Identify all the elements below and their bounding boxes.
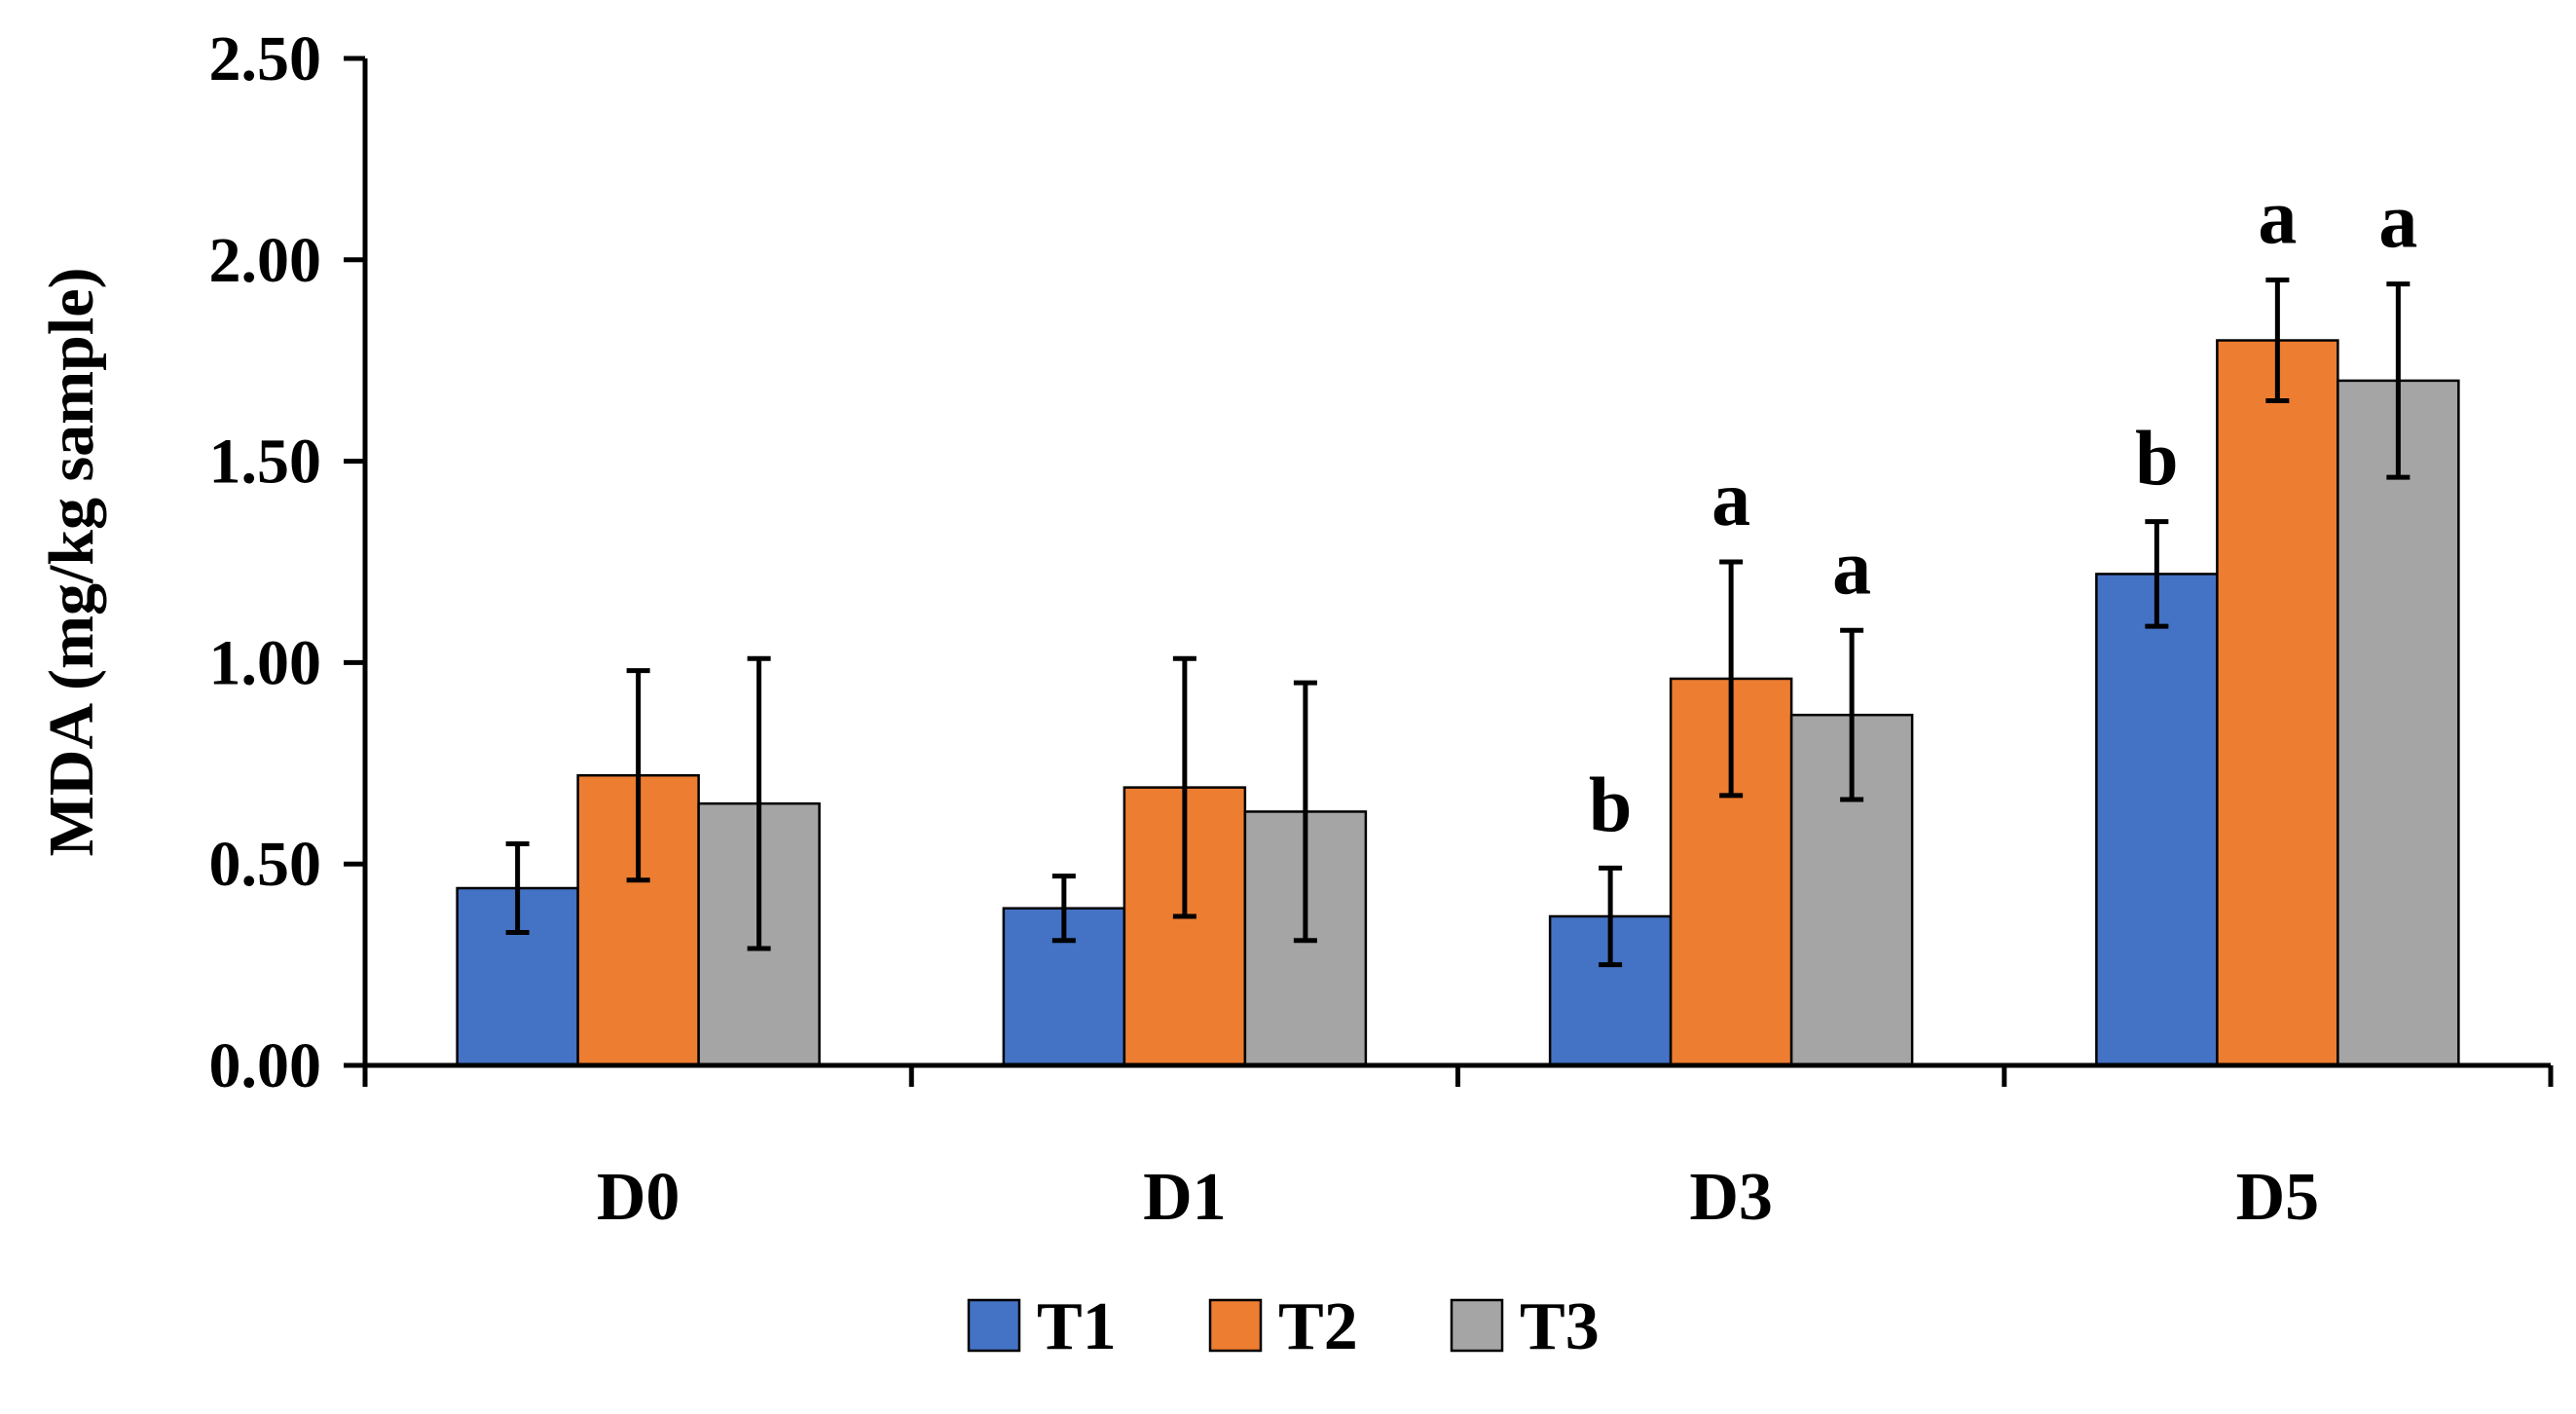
legend-label: T3 (1520, 1289, 1600, 1364)
legend-label: T1 (1037, 1289, 1117, 1364)
significance-label-t2-d3: a (1711, 457, 1750, 542)
legend-item-t2: T2 (1208, 1289, 1358, 1364)
error-bar-t1-d3 (1599, 865, 1623, 968)
error-bar-t3-d0 (747, 655, 771, 951)
y-tick-label: 2.00 (209, 225, 322, 296)
y-axis-title: MDA (mg/kg sample) (36, 268, 107, 857)
x-tick-label-d5: D5 (2236, 1160, 2320, 1235)
x-tick-label-d3: D3 (1689, 1160, 1773, 1235)
error-bar-t2-d5 (2265, 277, 2290, 404)
legend-swatch (967, 1298, 1021, 1353)
y-tick-label: 1.00 (209, 627, 322, 698)
legend-swatch (1450, 1298, 1504, 1353)
bar-t3-d5 (2337, 379, 2460, 1067)
error-bar-t1-d0 (505, 841, 530, 936)
bar-t2-d5 (2216, 339, 2339, 1067)
error-bar-t3-d1 (1293, 680, 1317, 944)
significance-label-t3-d5: a (2378, 179, 2417, 265)
error-bar-t3-d5 (2386, 281, 2410, 480)
error-bar-t3-d3 (1840, 627, 1864, 802)
significance-label-t1-d3: b (1589, 763, 1633, 848)
error-bars-layer (505, 277, 2410, 968)
significance-label-t3-d3: a (1832, 525, 1871, 611)
axes-layer (344, 56, 2554, 1087)
error-bar-t2-d1 (1172, 655, 1196, 919)
error-bar-t1-d1 (1051, 874, 1076, 944)
legend-swatch (1208, 1298, 1263, 1353)
y-tick-label: 2.50 (209, 23, 322, 94)
error-bar-t2-d0 (626, 668, 650, 883)
significance-label-t2-d5: a (2258, 174, 2297, 260)
bar-t1-d5 (2095, 573, 2219, 1067)
error-bar-t1-d5 (2145, 519, 2169, 629)
x-tick-label-d1: D1 (1143, 1160, 1227, 1235)
legend-label: T2 (1278, 1289, 1358, 1364)
legend-item-t3: T3 (1450, 1289, 1600, 1364)
y-tick-label: 1.50 (209, 427, 322, 498)
significance-label-t1-d5: b (2135, 417, 2179, 502)
y-tick-label: 0.50 (209, 829, 322, 900)
y-tick-label: 0.00 (209, 1030, 322, 1101)
legend-item-t1: T1 (967, 1289, 1117, 1364)
x-tick-label-d0: D0 (597, 1160, 681, 1235)
error-bar-t2-d3 (1719, 559, 1744, 799)
legend: T1 T2 T3 (967, 1289, 1600, 1364)
